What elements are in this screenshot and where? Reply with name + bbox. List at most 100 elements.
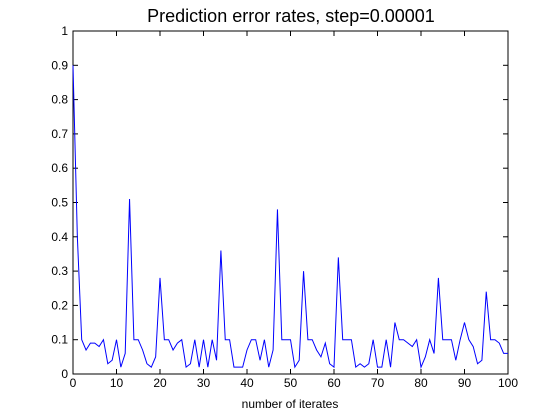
data-point	[212, 339, 213, 340]
data-point	[190, 363, 191, 364]
data-point	[373, 339, 374, 340]
data-point	[116, 339, 117, 340]
data-point	[264, 339, 265, 340]
data-point	[233, 367, 234, 368]
data-point	[303, 271, 304, 272]
data-point	[473, 346, 474, 347]
data-point	[290, 339, 291, 340]
data-point	[342, 339, 343, 340]
x-tick-label: 80	[414, 376, 428, 390]
data-point	[125, 353, 126, 354]
data-point	[155, 356, 156, 357]
data-point	[129, 198, 130, 199]
data-point	[420, 367, 421, 368]
data-point	[325, 343, 326, 344]
y-tick-label: 0.3	[51, 264, 68, 278]
data-point	[194, 339, 195, 340]
x-tick-label: 30	[197, 376, 211, 390]
data-point	[72, 65, 73, 66]
data-point	[281, 339, 282, 340]
y-tick-label: 0	[61, 367, 68, 381]
data-point	[77, 236, 78, 237]
data-point	[90, 343, 91, 344]
data-point	[99, 346, 100, 347]
data-point	[386, 339, 387, 340]
data-point	[433, 353, 434, 354]
data-point	[307, 339, 308, 340]
data-point	[460, 339, 461, 340]
y-axis: 0 0.1 0.2 0.3 0.4 0.5 0.6 0.7 0.8 0.9 1	[51, 24, 508, 381]
series-line	[72, 65, 508, 369]
data-point	[94, 343, 95, 344]
x-axis-label: number of iterates	[242, 397, 339, 411]
data-point	[490, 339, 491, 340]
data-point	[164, 339, 165, 340]
data-point	[294, 367, 295, 368]
data-point	[364, 367, 365, 368]
data-point	[259, 360, 260, 361]
x-axis: 0 10 20 30 40 50 60 70 80 90 100	[70, 31, 518, 390]
data-point	[351, 339, 352, 340]
plot-area	[72, 30, 509, 375]
data-point	[81, 339, 82, 340]
data-point	[273, 349, 274, 350]
data-point	[120, 367, 121, 368]
y-tick-label: 0.7	[51, 127, 68, 141]
data-point	[146, 363, 147, 364]
data-point	[486, 291, 487, 292]
data-point	[203, 339, 204, 340]
data-point	[451, 339, 452, 340]
data-point	[225, 339, 226, 340]
data-point	[312, 339, 313, 340]
data-point	[403, 339, 404, 340]
data-point	[133, 339, 134, 340]
data-point	[246, 349, 247, 350]
data-point	[181, 339, 182, 340]
data-point	[85, 349, 86, 350]
data-point	[177, 343, 178, 344]
data-point	[238, 367, 239, 368]
data-point	[425, 356, 426, 357]
x-tick-label: 10	[110, 376, 124, 390]
data-point	[320, 356, 321, 357]
data-point	[103, 339, 104, 340]
data-point	[251, 339, 252, 340]
data-point	[416, 339, 417, 340]
data-point	[112, 360, 113, 361]
data-point	[360, 363, 361, 364]
data-point	[338, 257, 339, 258]
data-point	[172, 349, 173, 350]
data-point	[286, 339, 287, 340]
data-point	[242, 367, 243, 368]
data-point	[407, 343, 408, 344]
data-point	[138, 339, 139, 340]
x-tick-label: 50	[284, 376, 298, 390]
y-tick-label: 0.4	[51, 230, 68, 244]
data-point	[168, 339, 169, 340]
data-point	[507, 353, 508, 354]
data-point	[390, 367, 391, 368]
data-point	[220, 250, 221, 251]
data-point	[477, 363, 478, 364]
data-point	[394, 322, 395, 323]
data-point	[368, 363, 369, 364]
x-tick-label: 90	[458, 376, 472, 390]
y-tick-label: 0.2	[51, 298, 68, 312]
x-tick-label: 40	[240, 376, 254, 390]
data-point	[494, 339, 495, 340]
data-point	[333, 367, 334, 368]
data-point	[255, 339, 256, 340]
data-point	[499, 343, 500, 344]
data-point	[481, 360, 482, 361]
data-point	[268, 367, 269, 368]
data-point	[207, 367, 208, 368]
data-point	[346, 339, 347, 340]
x-tick-label: 60	[327, 376, 341, 390]
x-tick-label: 100	[498, 376, 518, 390]
data-point	[381, 367, 382, 368]
y-tick-label: 0.1	[51, 333, 68, 347]
y-tick-label: 0.5	[51, 196, 68, 210]
data-point	[355, 367, 356, 368]
data-point	[229, 339, 230, 340]
